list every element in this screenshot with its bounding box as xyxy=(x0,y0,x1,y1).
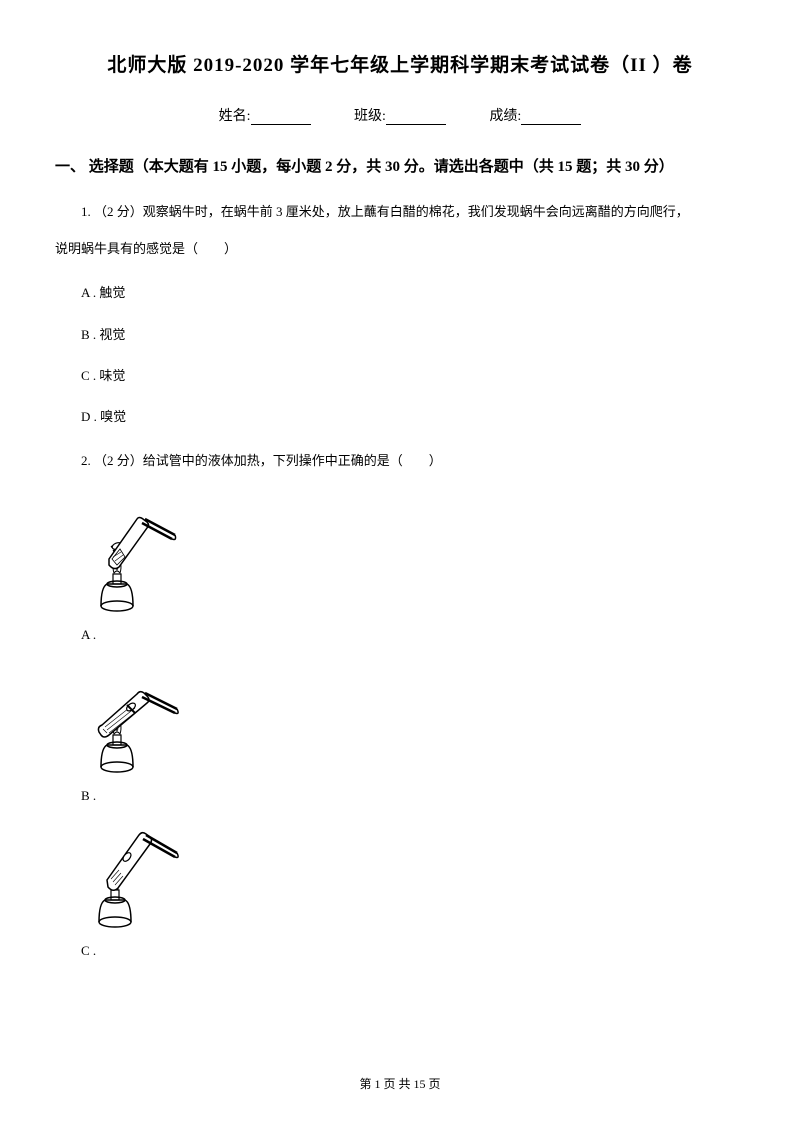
q2-option-b: B . xyxy=(81,784,745,807)
page-footer: 第 1 页 共 15 页 xyxy=(0,1075,800,1092)
q2-option-a: A . xyxy=(81,623,745,646)
score-label: 成绩: xyxy=(489,105,521,125)
q1-tail: 说明蜗牛具有的感觉是（ ） xyxy=(55,235,745,264)
q1-option-c: C . 味觉 xyxy=(81,364,745,387)
q2-option-c: C . xyxy=(81,939,745,962)
name-label: 姓名: xyxy=(219,105,251,125)
class-label: 班级: xyxy=(354,105,386,125)
score-blank xyxy=(521,111,581,125)
name-blank xyxy=(251,111,311,125)
q1-option-d: D . 嗅觉 xyxy=(81,405,745,428)
section-header: 一、 选择题（本大题有 15 小题，每小题 2 分，共 30 分。请选出各题中（… xyxy=(55,155,745,176)
q1-text: 1. （2 分）观察蜗牛时，在蜗牛前 3 厘米处，放上蘸有白醋的棉花，我们发现蜗… xyxy=(55,198,745,227)
q2-diagram-a xyxy=(87,499,182,614)
q2-diagram-c xyxy=(87,825,182,930)
q2-diagram-b xyxy=(87,665,182,775)
info-row: 姓名: 班级: 成绩: xyxy=(55,105,745,125)
q1-option-b: B . 视觉 xyxy=(81,323,745,346)
q1-option-a: A . 触觉 xyxy=(81,281,745,304)
class-blank xyxy=(386,111,446,125)
q2-text: 2. （2 分）给试管中的液体加热，下列操作中正确的是（ ） xyxy=(55,447,745,476)
exam-title: 北师大版 2019-2020 学年七年级上学期科学期末考试试卷（II ）卷 xyxy=(55,50,745,77)
